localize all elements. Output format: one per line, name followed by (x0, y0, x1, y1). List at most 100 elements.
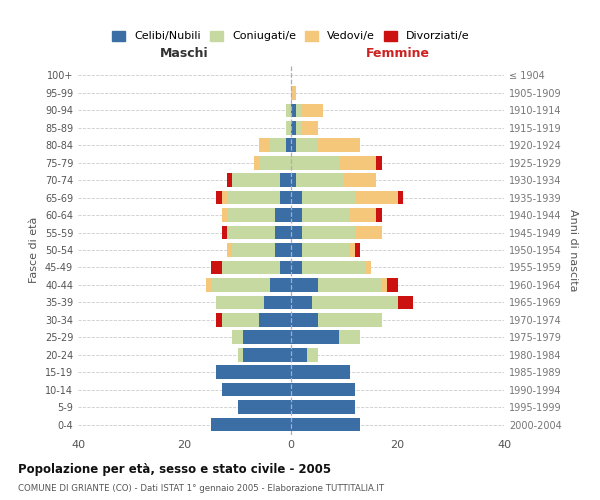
Bar (227, 226, 275, 239)
Bar (376, 156, 382, 170)
Bar (387, 278, 398, 291)
Bar (291, 138, 296, 152)
Bar (382, 278, 387, 291)
Bar (275, 243, 291, 257)
Bar (376, 208, 382, 222)
Bar (270, 138, 286, 152)
Bar (280, 174, 291, 187)
Bar (217, 313, 222, 326)
Bar (291, 104, 296, 117)
Bar (286, 121, 291, 134)
Bar (365, 260, 371, 274)
Bar (291, 208, 302, 222)
Bar (211, 260, 222, 274)
Bar (243, 348, 291, 362)
Bar (227, 191, 280, 204)
Bar (232, 243, 275, 257)
Bar (232, 174, 280, 187)
Bar (238, 348, 243, 362)
Bar (217, 366, 291, 379)
Bar (222, 383, 291, 396)
Bar (291, 296, 313, 309)
Bar (307, 348, 317, 362)
Bar (350, 208, 376, 222)
Bar (317, 138, 360, 152)
Bar (291, 366, 350, 379)
Bar (217, 296, 265, 309)
Bar (317, 313, 382, 326)
Y-axis label: Fasce di età: Fasce di età (29, 217, 39, 283)
Bar (355, 191, 398, 204)
Bar (227, 208, 275, 222)
Bar (291, 156, 339, 170)
Bar (291, 243, 302, 257)
Bar (291, 400, 355, 414)
Bar (296, 121, 302, 134)
Bar (291, 313, 317, 326)
Bar (275, 226, 291, 239)
Bar (355, 243, 360, 257)
Bar (291, 86, 296, 100)
Bar (217, 191, 222, 204)
Bar (302, 208, 350, 222)
Text: COMUNE DI GRIANTE (CO) - Dati ISTAT 1° gennaio 2005 - Elaborazione TUTTITALIA.IT: COMUNE DI GRIANTE (CO) - Dati ISTAT 1° g… (18, 484, 384, 493)
Bar (302, 226, 355, 239)
Bar (227, 243, 232, 257)
Bar (232, 330, 243, 344)
Bar (302, 191, 355, 204)
Bar (291, 348, 307, 362)
Bar (222, 226, 227, 239)
Text: Popolazione per età, sesso e stato civile - 2005: Popolazione per età, sesso e stato civil… (18, 462, 331, 475)
Text: Femmine: Femmine (365, 47, 430, 60)
Bar (227, 174, 232, 187)
Bar (291, 383, 355, 396)
Bar (344, 174, 376, 187)
Bar (296, 138, 317, 152)
Bar (302, 260, 365, 274)
Bar (350, 243, 355, 257)
Bar (355, 226, 382, 239)
Bar (296, 174, 344, 187)
Bar (280, 191, 291, 204)
Bar (206, 278, 211, 291)
Bar (211, 278, 270, 291)
Bar (291, 174, 296, 187)
Bar (222, 313, 259, 326)
Bar (222, 260, 280, 274)
Bar (254, 156, 259, 170)
Bar (243, 330, 291, 344)
Bar (398, 296, 413, 309)
Bar (211, 418, 291, 432)
Bar (291, 226, 302, 239)
Text: Maschi: Maschi (160, 47, 209, 60)
Bar (222, 208, 227, 222)
Y-axis label: Anni di nascita: Anni di nascita (568, 209, 578, 291)
Bar (291, 191, 302, 204)
Bar (291, 260, 302, 274)
Bar (286, 104, 291, 117)
Bar (222, 191, 227, 204)
Bar (313, 296, 398, 309)
Bar (291, 278, 317, 291)
Bar (270, 278, 291, 291)
Bar (291, 330, 339, 344)
Bar (302, 104, 323, 117)
Bar (296, 104, 302, 117)
Bar (302, 121, 317, 134)
Legend: Celibi/Nubili, Coniugati/e, Vedovi/e, Divorziati/e: Celibi/Nubili, Coniugati/e, Vedovi/e, Di… (108, 26, 474, 46)
Bar (275, 208, 291, 222)
Bar (280, 260, 291, 274)
Bar (302, 243, 350, 257)
Bar (317, 278, 382, 291)
Bar (238, 400, 291, 414)
Bar (259, 156, 291, 170)
Bar (265, 296, 291, 309)
Bar (259, 313, 291, 326)
Bar (291, 418, 360, 432)
Bar (339, 330, 360, 344)
Bar (291, 121, 296, 134)
Bar (259, 138, 270, 152)
Bar (286, 138, 291, 152)
Bar (398, 191, 403, 204)
Bar (339, 156, 376, 170)
